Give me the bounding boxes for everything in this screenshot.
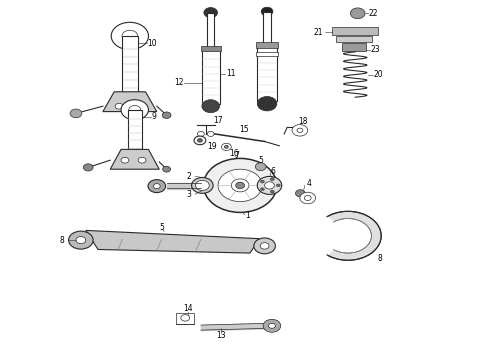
- Text: 12: 12: [174, 78, 183, 87]
- Circle shape: [76, 237, 86, 244]
- Polygon shape: [103, 92, 157, 112]
- Circle shape: [148, 180, 166, 193]
- Text: 20: 20: [374, 71, 384, 79]
- Text: 4: 4: [306, 179, 311, 188]
- Circle shape: [69, 231, 93, 249]
- Text: 7: 7: [234, 152, 239, 161]
- Circle shape: [224, 145, 228, 148]
- Text: 5: 5: [159, 223, 164, 233]
- Wedge shape: [311, 215, 348, 256]
- Circle shape: [203, 158, 277, 212]
- Text: 16: 16: [229, 149, 239, 158]
- Circle shape: [111, 22, 148, 50]
- Circle shape: [135, 103, 143, 109]
- Circle shape: [231, 179, 249, 192]
- Bar: [122, 36, 138, 92]
- Text: 19: 19: [207, 143, 217, 152]
- Polygon shape: [86, 230, 260, 253]
- Circle shape: [115, 103, 123, 109]
- Circle shape: [300, 192, 316, 204]
- Bar: [256, 52, 278, 56]
- Circle shape: [270, 178, 274, 181]
- Circle shape: [260, 243, 269, 249]
- Circle shape: [263, 319, 281, 332]
- Text: 17: 17: [213, 116, 223, 125]
- Text: 15: 15: [239, 125, 249, 134]
- Circle shape: [197, 139, 202, 142]
- Text: 21: 21: [314, 28, 323, 37]
- Circle shape: [121, 157, 129, 163]
- Circle shape: [162, 112, 171, 118]
- Circle shape: [202, 100, 220, 113]
- Text: 8: 8: [60, 236, 65, 245]
- Circle shape: [194, 136, 206, 145]
- Circle shape: [350, 8, 365, 19]
- Circle shape: [260, 188, 264, 191]
- Circle shape: [261, 7, 273, 16]
- Text: 1: 1: [245, 211, 250, 220]
- Text: 23: 23: [371, 45, 381, 54]
- Circle shape: [196, 180, 209, 190]
- Bar: [176, 313, 194, 324]
- Circle shape: [163, 166, 171, 172]
- Circle shape: [269, 323, 275, 328]
- Text: 22: 22: [369, 9, 378, 18]
- Bar: [257, 44, 277, 101]
- Circle shape: [129, 105, 141, 114]
- Circle shape: [121, 100, 148, 120]
- Circle shape: [70, 109, 82, 118]
- Bar: [263, 12, 271, 43]
- Circle shape: [257, 176, 282, 194]
- Circle shape: [138, 157, 146, 163]
- Bar: [342, 43, 366, 51]
- Circle shape: [254, 238, 275, 254]
- Circle shape: [292, 125, 308, 136]
- Circle shape: [198, 182, 207, 189]
- Circle shape: [122, 30, 138, 42]
- Circle shape: [255, 163, 266, 171]
- Circle shape: [236, 182, 245, 189]
- Circle shape: [153, 184, 160, 189]
- Text: 10: 10: [147, 39, 157, 48]
- Circle shape: [257, 96, 277, 111]
- Circle shape: [324, 219, 371, 253]
- Text: 3: 3: [186, 190, 191, 199]
- Text: 8: 8: [377, 253, 382, 263]
- Text: 9: 9: [152, 112, 157, 121]
- Circle shape: [192, 177, 213, 193]
- Text: 18: 18: [298, 117, 307, 126]
- Circle shape: [315, 211, 381, 260]
- Circle shape: [207, 131, 214, 136]
- Circle shape: [260, 180, 264, 183]
- Polygon shape: [110, 149, 159, 169]
- Bar: [332, 27, 378, 35]
- Text: 11: 11: [226, 69, 236, 78]
- Bar: [207, 13, 214, 47]
- Circle shape: [304, 195, 311, 201]
- Circle shape: [297, 128, 303, 132]
- Bar: [128, 110, 142, 149]
- Circle shape: [218, 169, 262, 202]
- Bar: [336, 36, 372, 42]
- Circle shape: [83, 164, 93, 171]
- Bar: [256, 42, 278, 48]
- Circle shape: [295, 190, 305, 197]
- Text: 5: 5: [259, 156, 264, 165]
- Circle shape: [276, 184, 280, 187]
- Text: 13: 13: [217, 331, 226, 340]
- Bar: [202, 49, 220, 104]
- Circle shape: [197, 131, 204, 136]
- Circle shape: [270, 190, 274, 193]
- Bar: [201, 46, 220, 51]
- Text: 6: 6: [270, 167, 275, 176]
- Text: 14: 14: [183, 304, 193, 313]
- Circle shape: [265, 182, 274, 189]
- Circle shape: [204, 8, 218, 18]
- Circle shape: [221, 143, 231, 150]
- Circle shape: [181, 315, 190, 321]
- Text: 2: 2: [186, 172, 191, 181]
